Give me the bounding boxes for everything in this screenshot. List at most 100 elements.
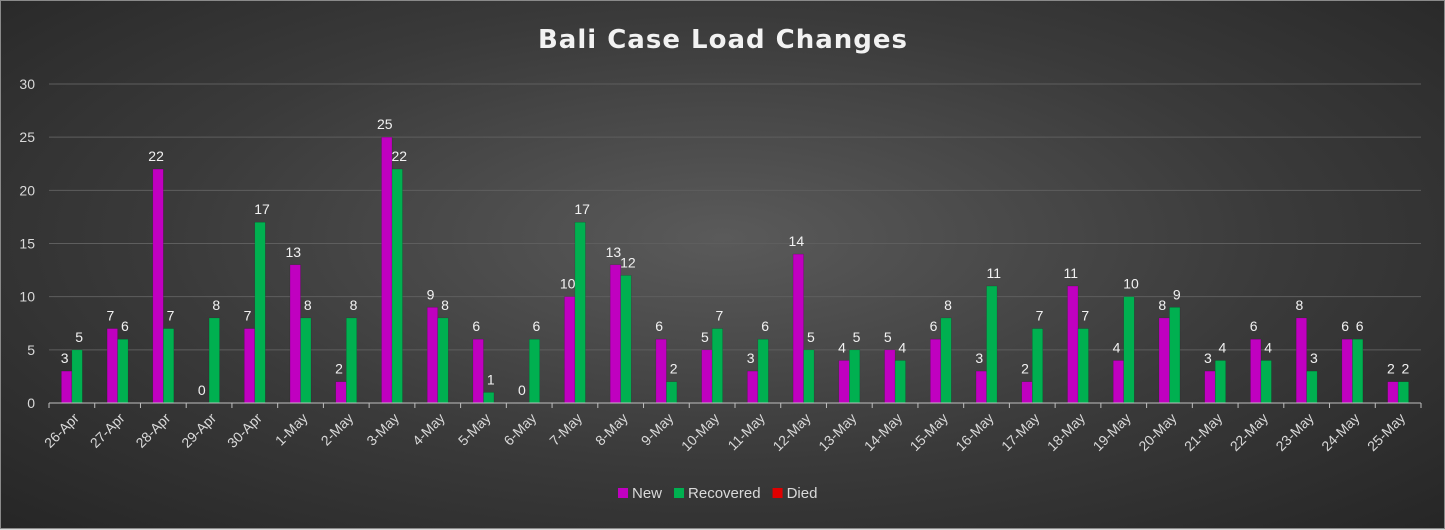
bar-recovered-22-may	[1260, 360, 1272, 404]
data-label-recovered: 8	[304, 297, 312, 313]
data-label-new: 9	[427, 286, 435, 302]
x-tick-label: 24-May	[1318, 410, 1362, 454]
bar-new-7-may	[564, 296, 576, 404]
bar-new-20-may	[1158, 317, 1170, 404]
data-label-new: 2	[335, 361, 343, 377]
x-tick-label: 11-May	[724, 410, 768, 454]
bar-recovered-23-may	[1306, 370, 1318, 404]
x-tick-label: 19-May	[1090, 410, 1134, 454]
y-tick-label: 15	[19, 236, 35, 252]
data-label-new: 11	[1063, 265, 1078, 281]
bar-recovered-6-may	[528, 338, 540, 404]
x-tick-label: 1-May	[272, 410, 311, 449]
data-label-recovered: 12	[620, 254, 636, 270]
data-label-recovered: 4	[898, 339, 906, 355]
data-label-recovered: 8	[212, 297, 220, 313]
bar-new-5-may	[472, 338, 484, 404]
bar-recovered-4-may	[437, 317, 449, 404]
bar-new-21-may	[1204, 370, 1216, 404]
x-tick-label: 8-May	[592, 410, 631, 449]
bar-recovered-1-may	[300, 317, 312, 404]
data-label-recovered: 7	[1036, 308, 1044, 324]
data-label-recovered: 4	[1219, 339, 1227, 355]
y-tick-label: 20	[19, 182, 35, 198]
legend-label-died: Died	[787, 485, 818, 502]
data-label-new: 0	[198, 382, 206, 398]
data-labels: 3576227087171382825229861061017131262573…	[61, 116, 1410, 398]
bar-new-2-may	[335, 381, 347, 404]
bar-new-9-may	[655, 338, 667, 404]
x-tick-label: 15-May	[907, 410, 951, 454]
bar-new-18-may	[1067, 285, 1079, 404]
bar-recovered-5-may	[483, 392, 495, 404]
bar-recovered-3-may	[391, 168, 403, 404]
bar-recovered-11-may	[757, 338, 769, 404]
bar-recovered-17-may	[1032, 328, 1044, 404]
bar-recovered-27-apr	[117, 338, 129, 404]
x-tick-label: 25-May	[1364, 410, 1408, 454]
data-label-new: 0	[518, 382, 526, 398]
x-tick-label: 14-May	[861, 410, 905, 454]
bar-new-13-may	[838, 360, 850, 404]
bar-recovered-21-may	[1214, 360, 1226, 404]
data-label-recovered: 5	[75, 329, 83, 345]
y-tick-label: 10	[19, 289, 35, 305]
data-label-new: 6	[655, 318, 663, 334]
bar-new-27-apr	[106, 328, 118, 404]
data-label-new: 14	[789, 233, 805, 249]
bar-recovered-7-may	[574, 221, 586, 404]
data-label-new: 7	[244, 308, 252, 324]
x-axis-ticks: 26-Apr 27-Apr 28-Apr 29-Apr 30-Apr 1-May 2-May…	[41, 402, 1422, 454]
data-label-new: 22	[148, 148, 164, 164]
bar-new-28-apr	[152, 168, 164, 404]
y-tick-label: 30	[19, 76, 35, 92]
data-label-recovered: 3	[1310, 350, 1318, 366]
bar-new-19-may	[1112, 360, 1124, 404]
data-label-recovered: 4	[1264, 339, 1272, 355]
bar-new-8-may	[609, 264, 621, 404]
data-label-recovered: 10	[1123, 276, 1139, 292]
bar-recovered-28-apr	[163, 328, 175, 404]
legend-swatch-died	[772, 488, 783, 498]
bar-new-16-may	[975, 370, 987, 404]
data-label-new: 13	[285, 244, 301, 260]
y-tick-label: 25	[19, 129, 35, 145]
bar-new-14-may	[884, 349, 896, 404]
bar-new-23-may	[1295, 317, 1307, 404]
data-label-recovered: 7	[1081, 308, 1089, 324]
bars	[61, 136, 1409, 404]
x-tick-label: 28-Apr	[132, 410, 173, 451]
bar-new-11-may	[747, 370, 759, 404]
x-tick-label: 7-May	[546, 410, 585, 449]
bar-new-26-apr	[61, 370, 73, 404]
y-axis-ticks: 0 5 10 15 20 25 30	[19, 76, 35, 411]
data-label-new: 3	[1204, 350, 1212, 366]
bar-recovered-20-may	[1169, 307, 1181, 404]
x-tick-label: 18-May	[1044, 410, 1088, 454]
data-label-new: 5	[884, 329, 892, 345]
data-label-recovered: 22	[391, 148, 407, 164]
data-label-new: 10	[560, 276, 576, 292]
x-tick-label: 2-May	[318, 410, 357, 449]
data-label-new: 4	[838, 339, 846, 355]
data-label-recovered: 17	[254, 201, 270, 217]
data-label-new: 6	[930, 318, 938, 334]
bar-recovered-15-may	[940, 317, 952, 404]
bar-recovered-10-may	[711, 328, 723, 404]
data-label-new: 25	[377, 116, 393, 132]
x-tick-label: 26-Apr	[41, 410, 82, 451]
x-tick-label: 3-May	[363, 410, 402, 449]
data-label-recovered: 5	[807, 329, 815, 345]
data-label-new: 6	[1341, 318, 1349, 334]
bar-new-22-may	[1250, 338, 1262, 404]
data-label-recovered: 6	[1356, 318, 1364, 334]
data-label-new: 8	[1296, 297, 1304, 313]
gridlines	[49, 83, 1421, 351]
legend-swatch-recovered	[674, 488, 685, 498]
data-label-recovered: 11	[987, 265, 1002, 281]
data-label-new: 3	[61, 350, 69, 366]
bar-recovered-19-may	[1123, 296, 1135, 404]
x-tick-label: 27-Apr	[87, 410, 128, 451]
